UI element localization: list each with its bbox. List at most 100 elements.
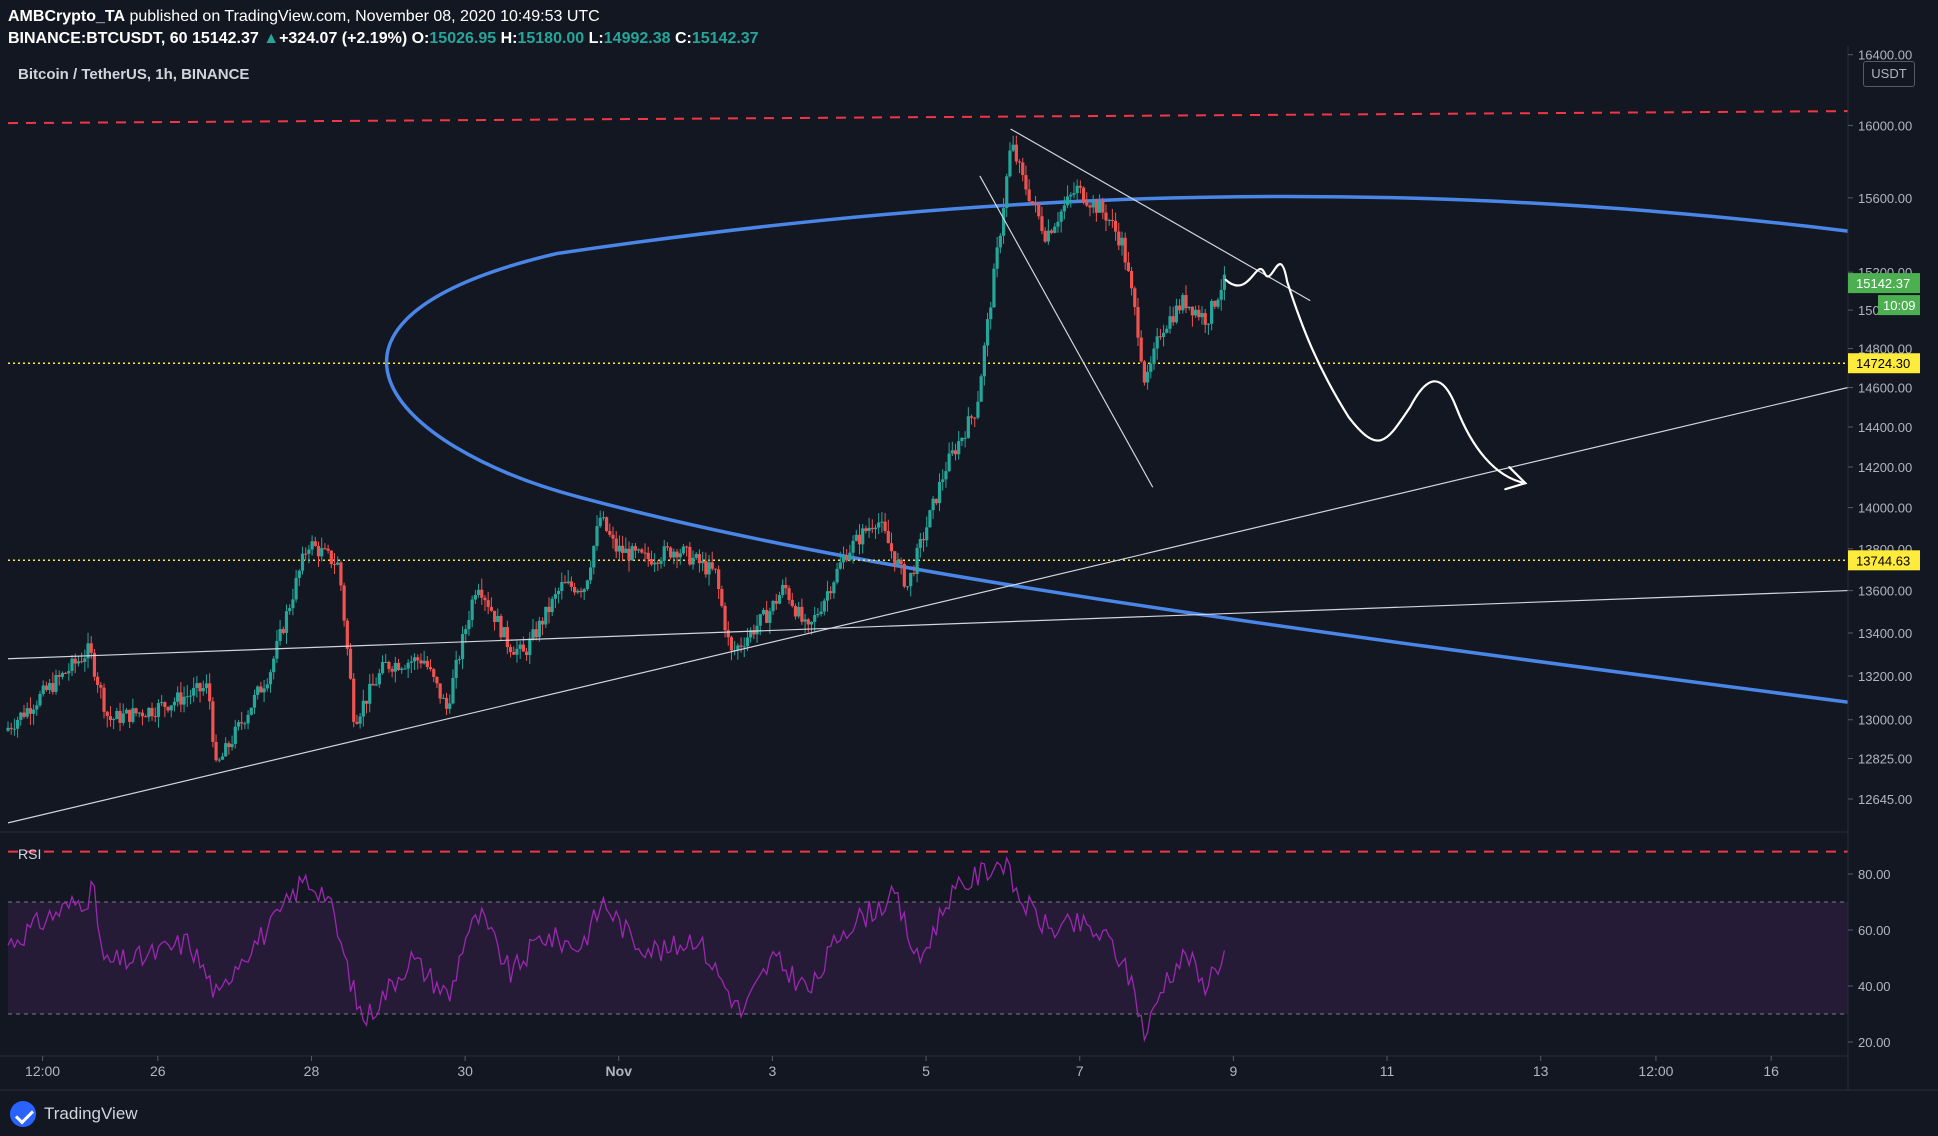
price-change: +324.07 (+2.19%)	[279, 30, 408, 47]
candle-up	[531, 629, 535, 639]
candle-down	[1014, 144, 1018, 162]
candle-up	[256, 686, 260, 695]
candle-down	[425, 660, 429, 668]
candle-down	[1081, 187, 1086, 203]
candle-down	[1123, 237, 1127, 263]
low-value: 14992.38	[603, 30, 671, 47]
candle-down	[96, 676, 100, 685]
rsi-tick-label: 40.00	[1858, 979, 1891, 994]
candle-up	[182, 696, 186, 705]
candle-down	[355, 721, 359, 724]
candle-down	[44, 685, 49, 690]
candle-down	[934, 498, 938, 504]
candle-up	[925, 527, 929, 541]
candle-up	[403, 668, 407, 670]
candle-down	[1027, 189, 1031, 202]
price-tick-label: 13000.00	[1858, 713, 1912, 728]
candle-up	[1008, 150, 1012, 177]
candle-up	[528, 638, 532, 656]
price-unit-button[interactable]: USDT	[1863, 61, 1915, 87]
candle-up	[224, 743, 228, 757]
candle-down	[800, 606, 804, 622]
candle-up	[659, 560, 663, 564]
candle-down	[144, 716, 148, 718]
candle-up	[963, 437, 967, 439]
candle-up	[944, 471, 948, 480]
candle-up	[1145, 371, 1150, 383]
time-tick-label: 5	[922, 1063, 930, 1079]
candle-down	[883, 521, 887, 531]
candle-up	[6, 727, 10, 731]
candle-down	[57, 675, 61, 677]
price-tick-label: 12825.00	[1858, 752, 1912, 767]
publisher-name[interactable]: AMBCrypto_TA	[8, 8, 126, 25]
candle-down	[752, 630, 756, 635]
candle-up	[201, 688, 205, 692]
candle-down	[579, 590, 583, 593]
candle-up	[19, 712, 23, 720]
candle-down	[912, 572, 916, 574]
candle-up	[678, 553, 682, 558]
candle-up	[243, 723, 247, 725]
candle-down	[787, 588, 791, 600]
candle-up	[1155, 336, 1159, 349]
candle-up	[931, 498, 935, 511]
candle-up	[121, 713, 125, 723]
candle-up	[1107, 220, 1111, 222]
candle-down	[1101, 201, 1105, 213]
candle-up	[294, 577, 298, 600]
candle-up	[35, 705, 39, 710]
candles-layer	[6, 135, 1227, 763]
candle-up	[966, 416, 970, 438]
candle-up	[38, 693, 42, 706]
candle-up	[1194, 309, 1198, 316]
candle-down	[313, 541, 317, 546]
candle-up	[460, 634, 465, 660]
candle-down	[540, 620, 545, 625]
candle-up	[195, 683, 199, 688]
candle-down	[572, 586, 577, 593]
candle-up	[832, 582, 836, 594]
candle-up	[448, 703, 452, 709]
candle-up	[1222, 274, 1227, 290]
candle-down	[953, 450, 958, 455]
candle-up	[320, 548, 324, 557]
candle-down	[614, 538, 618, 552]
support-label: 13744.63	[1856, 553, 1910, 568]
candle-up	[576, 590, 580, 593]
candle-up	[1069, 194, 1073, 197]
candle-down	[140, 712, 145, 717]
candle-up	[841, 556, 846, 563]
candle-up	[979, 376, 983, 402]
tradingview-logo[interactable]: TradingView	[10, 1101, 138, 1127]
price-tick-label: 14400.00	[1858, 420, 1912, 435]
candle-down	[492, 610, 497, 622]
candle-down	[390, 668, 394, 672]
candle-up	[851, 540, 855, 553]
candle-up	[1149, 363, 1153, 372]
candle-down	[1104, 212, 1108, 221]
candle-up	[585, 580, 590, 590]
candle-up	[1120, 237, 1124, 246]
candle-up	[861, 528, 865, 545]
candle-down	[704, 560, 708, 575]
close-value: 15142.37	[691, 30, 759, 47]
candle-up	[12, 728, 17, 730]
publish-info: published on TradingView.com, November 0…	[129, 8, 600, 25]
candle-down	[128, 709, 132, 722]
candle-down	[893, 551, 897, 565]
candle-up	[147, 707, 151, 718]
candle-up	[1001, 208, 1006, 236]
candle-down	[1033, 202, 1038, 205]
candle-up	[592, 546, 596, 568]
candle-down	[326, 548, 330, 551]
time-tick-label: 16	[1763, 1063, 1779, 1079]
candle-up	[83, 658, 87, 662]
candle-up	[957, 441, 961, 455]
candle-up	[601, 517, 606, 519]
candle-down	[899, 560, 903, 565]
candle-up	[1059, 211, 1063, 222]
candle-up	[995, 247, 999, 269]
candle-up	[589, 567, 593, 581]
candle-up	[451, 678, 455, 704]
